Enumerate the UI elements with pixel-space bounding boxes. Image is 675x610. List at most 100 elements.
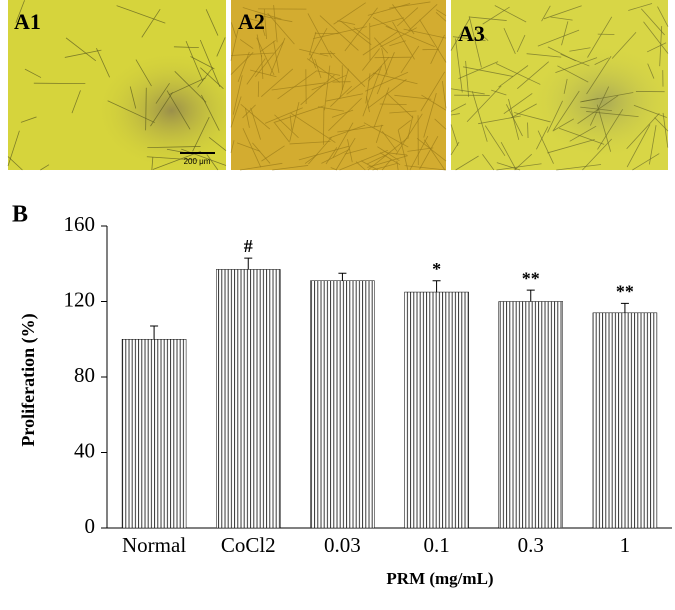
cell [331, 109, 354, 118]
cell [314, 32, 339, 35]
cell [389, 110, 417, 114]
cell [380, 27, 417, 48]
cell [107, 100, 155, 123]
cell [252, 142, 271, 164]
bar [592, 312, 658, 529]
cell [381, 48, 388, 76]
y-tick-label: 160 [64, 212, 96, 236]
x-tick-label: 0.1 [423, 533, 449, 557]
cell [264, 107, 303, 124]
cell [394, 94, 432, 100]
cell [257, 14, 293, 23]
cell [375, 124, 383, 143]
cell [527, 122, 529, 139]
cell [475, 28, 489, 41]
cell [419, 19, 447, 63]
cell [557, 65, 589, 83]
cell [465, 60, 469, 97]
cell [441, 80, 447, 109]
cell [659, 26, 663, 67]
cell [244, 107, 250, 128]
cell [458, 61, 499, 80]
cell [643, 21, 669, 54]
cell [261, 54, 264, 79]
cell [450, 124, 459, 146]
cell [155, 82, 170, 104]
cell [146, 156, 198, 161]
x-tick-label: 0.03 [324, 533, 361, 557]
cell [330, 85, 353, 107]
cell [261, 68, 294, 97]
cell [313, 26, 367, 39]
cell [646, 42, 667, 53]
cell [340, 20, 372, 46]
error-bar [244, 257, 253, 270]
cell [589, 86, 610, 126]
cell [398, 120, 411, 131]
cell [626, 112, 660, 150]
cell [468, 16, 507, 21]
cell [230, 96, 242, 128]
cell [392, 21, 415, 60]
cell [272, 165, 309, 171]
cell [550, 16, 573, 21]
cell [116, 5, 166, 24]
cell [216, 37, 226, 57]
cell [632, 153, 660, 171]
x-tick-label: CoCl2 [221, 533, 276, 557]
cell [541, 5, 551, 22]
cell [261, 145, 285, 162]
cell [491, 89, 507, 96]
cell [242, 7, 282, 20]
cell [482, 6, 510, 25]
cell [450, 18, 471, 51]
cell [147, 146, 201, 149]
x-axis-label: PRM (mg/mL) [386, 569, 493, 588]
cell [587, 16, 613, 58]
cell [299, 48, 329, 57]
cell [7, 130, 20, 167]
cell [537, 29, 580, 47]
cell [256, 37, 275, 76]
cell [277, 70, 317, 100]
cell [250, 107, 261, 140]
error-bar [432, 280, 441, 293]
cell [290, 112, 336, 143]
cell [556, 164, 602, 171]
cell [552, 90, 580, 132]
cell [478, 115, 521, 125]
panel-label: A3 [458, 21, 485, 46]
cell [514, 112, 551, 123]
panel-label: B [12, 202, 28, 228]
cell [344, 7, 378, 52]
cell [397, 129, 409, 171]
cell [436, 9, 447, 17]
cell [580, 106, 612, 111]
cell [337, 20, 356, 25]
panel-label: A1 [14, 9, 41, 34]
cell [259, 19, 266, 37]
cell [347, 139, 353, 163]
cell [500, 142, 517, 171]
cell [626, 124, 651, 168]
cell [381, 159, 392, 171]
cell [648, 125, 657, 165]
cell [306, 58, 341, 83]
bar [121, 339, 187, 529]
cell [597, 108, 624, 150]
cell [369, 17, 405, 27]
cell [367, 56, 390, 82]
cell [141, 8, 161, 38]
cell [150, 92, 173, 127]
cell [373, 37, 389, 54]
cell [289, 141, 331, 145]
cell [596, 104, 612, 152]
cell [569, 47, 591, 52]
cell [129, 86, 137, 109]
cell [373, 87, 390, 128]
bar [310, 280, 375, 529]
cell [230, 29, 239, 61]
cell [365, 71, 409, 92]
cell [332, 122, 354, 158]
